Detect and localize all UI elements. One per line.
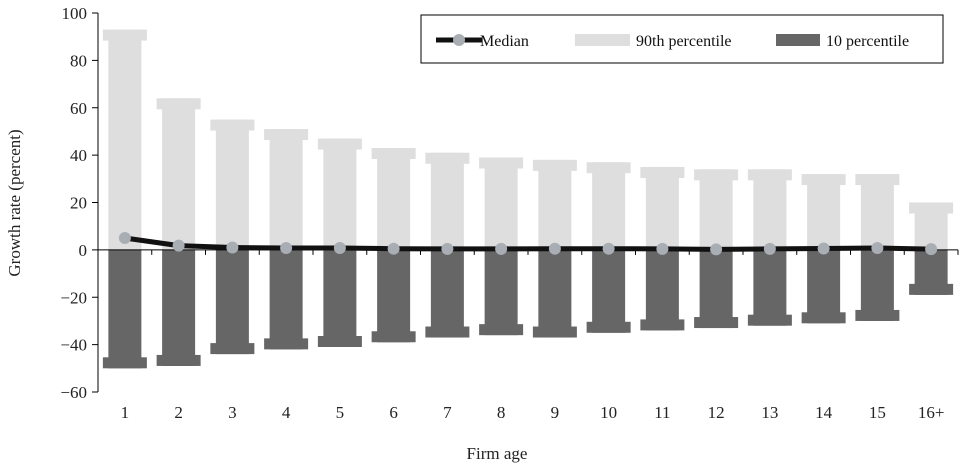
legend-90th-label: 90th percentile <box>636 33 732 50</box>
y-tick-label: 0 <box>79 241 88 260</box>
median-point-13 <box>763 242 776 255</box>
y-tick-label: 40 <box>70 146 87 165</box>
x-tick-label: 9 <box>551 403 560 422</box>
y-axis-title: Growth rate (percent) <box>5 129 24 276</box>
x-tick-label: 8 <box>497 403 506 422</box>
y-tick-label: 100 <box>62 4 88 23</box>
median-point-3 <box>226 241 239 254</box>
x-tick-label: 4 <box>282 403 291 422</box>
bar-10th-3 <box>210 249 255 355</box>
x-tick-label: 15 <box>869 403 886 422</box>
y-tick-label: −40 <box>60 336 87 355</box>
legend-10th-label: 10 percentile <box>826 33 909 50</box>
x-tick-label: 14 <box>815 403 833 422</box>
median-point-4 <box>280 241 293 254</box>
bar-10th-1 <box>102 249 147 369</box>
bar-10th-10 <box>586 249 631 333</box>
y-tick-label: 80 <box>70 51 87 70</box>
bars-90th-percentile <box>102 29 954 250</box>
bar-10th-4 <box>264 249 309 350</box>
x-tick-label: 7 <box>443 403 452 422</box>
legend-10th-swatch <box>776 34 820 46</box>
x-tick-label: 13 <box>761 403 778 422</box>
y-tick-label: 20 <box>70 194 87 213</box>
bar-10th-9 <box>532 249 577 338</box>
bar-90th-2 <box>156 98 201 250</box>
bar-90th-13 <box>747 169 792 250</box>
bar-10th-11 <box>640 249 685 331</box>
median-point-9 <box>548 242 561 255</box>
bar-10th-13 <box>747 249 792 326</box>
bar-10th-2 <box>156 249 201 366</box>
x-tick-label: 12 <box>708 403 725 422</box>
bar-90th-6 <box>371 148 416 250</box>
median-point-12 <box>710 243 723 256</box>
median-point-7 <box>441 242 454 255</box>
bar-90th-11 <box>640 166 685 250</box>
bar-10th-14 <box>801 249 846 324</box>
bar-90th-16+ <box>909 202 954 250</box>
y-tick-label: −20 <box>60 288 87 307</box>
legend: Median 90th percentile 10 percentile <box>420 14 944 64</box>
median-point-1 <box>118 232 131 245</box>
legend-box <box>420 14 944 64</box>
x-tick-label: 2 <box>174 403 183 422</box>
x-tick-label: 16+ <box>918 403 945 422</box>
bar-90th-12 <box>694 169 739 250</box>
x-ticks: 1 2 3 4 5 6 7 8 9 10 11 12 13 14 15 16+ <box>97 249 959 422</box>
legend-median-label: Median <box>480 33 529 50</box>
y-ticks: −60 −40 −20 0 20 40 60 80 100 <box>60 4 98 402</box>
median-point-11 <box>656 242 669 255</box>
bar-10th-5 <box>317 249 362 347</box>
x-tick-label: 6 <box>389 403 398 422</box>
bar-90th-10 <box>586 162 631 250</box>
bar-90th-3 <box>210 119 255 250</box>
median-point-2 <box>172 239 185 252</box>
bar-90th-7 <box>425 152 470 250</box>
median-point-10 <box>602 242 615 255</box>
bar-90th-5 <box>317 138 362 250</box>
bar-90th-9 <box>532 159 577 250</box>
median-point-16+ <box>925 243 938 256</box>
median-point-15 <box>871 241 884 254</box>
bar-10th-8 <box>479 249 524 336</box>
bar-10th-6 <box>371 249 416 343</box>
bar-10th-12 <box>694 249 739 329</box>
x-tick-label: 10 <box>600 403 617 422</box>
bars-10-percentile <box>102 249 954 369</box>
bar-90th-14 <box>801 174 846 250</box>
bar-10th-16+ <box>909 249 954 295</box>
x-tick-label: 11 <box>654 403 670 422</box>
legend-median-marker <box>453 34 465 46</box>
y-tick-label: −60 <box>60 383 87 402</box>
median-point-8 <box>495 242 508 255</box>
bar-10th-15 <box>855 249 900 321</box>
x-axis-title: Firm age <box>467 444 528 463</box>
median-line <box>124 235 932 252</box>
median-series <box>118 232 938 256</box>
y-tick-label: 60 <box>70 99 87 118</box>
median-point-5 <box>333 241 346 254</box>
median-point-6 <box>387 242 400 255</box>
bar-10th-7 <box>425 249 470 338</box>
median-point-14 <box>817 242 830 255</box>
x-tick-label: 5 <box>336 403 345 422</box>
bar-90th-8 <box>479 157 524 250</box>
x-tick-label: 3 <box>228 403 237 422</box>
bar-90th-1 <box>102 29 147 250</box>
bar-90th-4 <box>264 129 309 250</box>
bar-90th-15 <box>855 174 900 250</box>
legend-90th-swatch <box>575 34 630 46</box>
x-tick-label: 1 <box>121 403 130 422</box>
